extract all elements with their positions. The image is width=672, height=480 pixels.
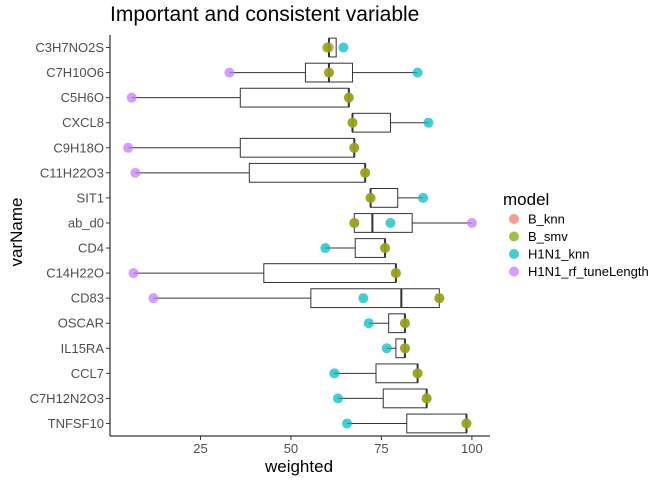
point-h1n1-knn	[320, 243, 331, 254]
point-h1n1-rf-tunelength	[123, 142, 134, 153]
point-h1n1-knn	[423, 117, 434, 128]
y-tick-label: CCL7	[71, 366, 104, 381]
boxplot	[229, 62, 418, 83]
point-b-smv	[349, 142, 360, 153]
y-tick-label: C14H22O	[46, 266, 104, 281]
x-tick-label: 50	[284, 441, 298, 456]
legend-key	[509, 266, 519, 277]
y-tick-label: CD83	[71, 291, 104, 306]
point-b-smv	[360, 167, 371, 178]
legend-title: model	[503, 190, 549, 209]
y-tick-label: C7H10O6	[46, 65, 104, 80]
box-body	[375, 363, 419, 384]
boxplot	[351, 112, 429, 133]
chart-title: Important and consistent variable	[110, 3, 419, 26]
boxplot	[325, 238, 387, 258]
point-h1n1-rf-tunelength	[128, 268, 139, 279]
box-body	[239, 87, 350, 108]
boxplot	[368, 313, 406, 334]
box-body	[353, 213, 413, 233]
point-b-smv	[461, 418, 472, 429]
point-b-smv	[399, 343, 410, 354]
point-h1n1-knn	[385, 217, 396, 228]
boxplot	[153, 288, 440, 309]
point-h1n1-knn	[418, 192, 429, 203]
x-tick-label: 100	[461, 441, 483, 456]
point-b-smv	[412, 368, 423, 379]
y-axis-title: varName	[7, 198, 26, 267]
point-h1n1-rf-tunelength	[224, 67, 235, 78]
point-b-smv	[323, 67, 334, 78]
y-tick-label: CXCL8	[62, 115, 104, 130]
boxplot	[334, 363, 419, 384]
point-b-smv	[347, 117, 358, 128]
boxplot	[133, 263, 397, 283]
legend-key	[509, 249, 519, 259]
boxplot	[338, 388, 428, 409]
y-tick-label: SIT1	[77, 190, 104, 205]
legend-label: H1N1_rf_tuneLength	[528, 264, 649, 279]
boxplot	[135, 162, 367, 183]
x-tick-label: 25	[193, 441, 207, 456]
legend-key	[509, 231, 519, 242]
point-h1n1-knn	[412, 67, 423, 78]
y-tick-label: C9H18O	[53, 140, 104, 155]
x-axis-title: weighted	[264, 457, 333, 476]
legend-label: B_smv	[528, 229, 568, 244]
boxplot	[131, 87, 350, 108]
point-b-smv	[434, 293, 445, 304]
point-b-smv	[421, 393, 432, 404]
point-h1n1-knn	[342, 418, 353, 429]
y-tick-label: C5H6O	[61, 90, 104, 105]
point-h1n1-rf-tunelength	[148, 293, 159, 304]
point-b-smv	[343, 92, 354, 103]
point-h1n1-knn	[358, 293, 369, 304]
box-body	[351, 112, 391, 133]
box-body	[239, 137, 355, 158]
point-h1n1-rf-tunelength	[126, 92, 137, 103]
y-tick-label: C11H22O3	[40, 165, 104, 180]
box-body	[263, 263, 397, 283]
boxplot	[369, 188, 424, 208]
y-tick-label: ab_d0	[68, 215, 104, 230]
point-h1n1-knn	[338, 42, 349, 53]
boxplot	[128, 137, 356, 158]
point-h1n1-knn	[381, 343, 392, 354]
boxplot	[347, 413, 468, 434]
y-tick-label: IL15RA	[61, 341, 105, 356]
legend: model B_knn B_smv H1N1_knn H1N1_rf_tuneLeng…	[503, 190, 649, 279]
plot-area: C3H7NO2S C7H10O6 C5H6O CXCL8 C9H18O C11H22O3 S…	[30, 35, 490, 456]
box-body	[406, 413, 467, 434]
point-h1n1-knn	[333, 393, 343, 404]
point-b-smv	[390, 268, 401, 279]
point-h1n1-knn	[329, 368, 340, 379]
legend-label: H1N1_knn	[528, 247, 589, 262]
y-tick-label: CD4	[78, 241, 104, 256]
point-b-smv	[399, 318, 410, 329]
point-h1n1-rf-tunelength	[130, 167, 141, 178]
point-b-smv	[322, 42, 333, 53]
x-tick-label: 75	[374, 441, 388, 456]
y-tick-label: OSCAR	[58, 316, 104, 331]
legend-key	[509, 214, 519, 224]
point-h1n1-knn	[363, 318, 374, 329]
point-h1n1-rf-tunelength	[466, 217, 477, 228]
legend-label: B_knn	[528, 212, 565, 227]
box-body	[310, 288, 440, 309]
boxplot	[353, 213, 472, 233]
y-tick-label: C7H12N2O3	[30, 391, 104, 406]
y-tick-label: TNFSF10	[48, 416, 104, 431]
point-b-smv	[365, 192, 376, 203]
y-tick-label: C3H7NO2S	[35, 40, 104, 55]
box-body	[382, 388, 428, 409]
box-body	[248, 162, 366, 183]
point-b-smv	[380, 243, 391, 254]
point-b-smv	[349, 217, 360, 228]
